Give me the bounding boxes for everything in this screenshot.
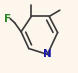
Text: N: N: [43, 49, 52, 59]
Text: F: F: [4, 14, 11, 24]
